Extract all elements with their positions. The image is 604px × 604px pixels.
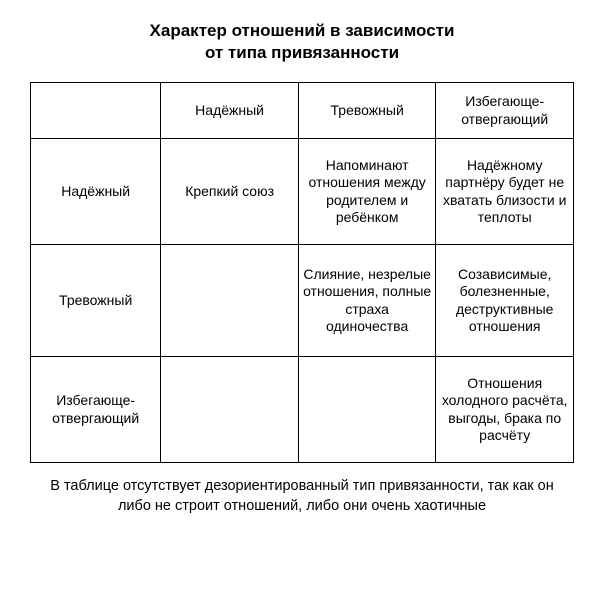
header-cell-anxious: Тревожный	[298, 83, 436, 139]
table-cell	[161, 357, 299, 463]
row-label: Избегающе-отвергающий	[31, 357, 161, 463]
table-header-row: Надёжный Тревожный Избегающе-отвергающий	[31, 83, 574, 139]
table-row: Избегающе-отвергающий Отношения холодног…	[31, 357, 574, 463]
table-cell	[298, 357, 436, 463]
row-label: Тревожный	[31, 245, 161, 357]
title-line-1: Характер отношений в зависимости	[150, 21, 455, 40]
table-cell: Отношения холодного расчёта, выгоды, бра…	[436, 357, 574, 463]
table-row: Надёжный Крепкий союз Напоминают отношен…	[31, 139, 574, 245]
table-cell: Напоминают отношения между родителем и р…	[298, 139, 436, 245]
table-cell: Крепкий союз	[161, 139, 299, 245]
header-cell-empty	[31, 83, 161, 139]
table-row: Тревожный Слияние, незрелые отношения, п…	[31, 245, 574, 357]
table-cell: Слияние, незрелые отношения, полные стра…	[298, 245, 436, 357]
footnote-text: В таблице отсутствует дезориентированный…	[30, 477, 574, 516]
table-cell	[161, 245, 299, 357]
title-line-2: от типа привязанности	[205, 43, 399, 62]
table-cell: Надёжному партнёру будет не хватать близ…	[436, 139, 574, 245]
header-cell-avoidant: Избегающе-отвергающий	[436, 83, 574, 139]
row-label: Надёжный	[31, 139, 161, 245]
attachment-table: Надёжный Тревожный Избегающе-отвергающий…	[30, 82, 574, 463]
header-cell-reliable: Надёжный	[161, 83, 299, 139]
table-cell: Созависимые, болезненные, деструктивные …	[436, 245, 574, 357]
page-title: Характер отношений в зависимости от типа…	[150, 20, 455, 64]
